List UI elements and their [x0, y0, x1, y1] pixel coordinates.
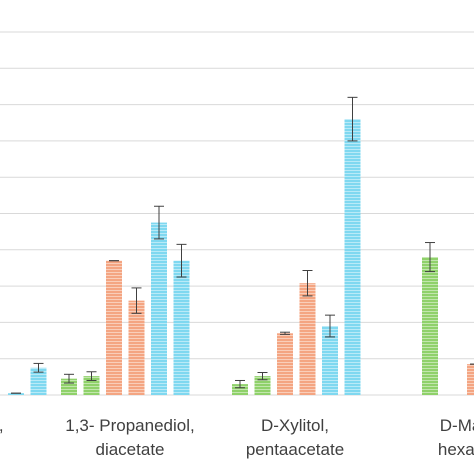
- bar: [344, 119, 361, 396]
- bars: [8, 119, 474, 396]
- bar: [277, 333, 293, 395]
- x-tick-labels: diol, 1,3- Propanediol, diacetate D-Xylitol…: [0, 416, 474, 459]
- bar: [422, 257, 438, 395]
- error-bar: [325, 314, 335, 338]
- x-tick-label: diol,: [0, 416, 4, 435]
- error-bar: [64, 373, 74, 384]
- gridlines: [0, 31, 474, 396]
- bar: [128, 300, 145, 395]
- error-bar: [154, 205, 164, 240]
- x-tick-label: hexaace: [438, 440, 474, 459]
- error-bar: [347, 96, 358, 142]
- error-bar: [257, 371, 268, 381]
- bar: [30, 367, 47, 395]
- error-bar: [280, 331, 290, 335]
- bar: [299, 283, 316, 395]
- x-tick-label: diacetate: [96, 440, 165, 459]
- error-bar: [176, 243, 187, 278]
- bar: [232, 384, 248, 395]
- error-bars: [11, 96, 474, 394]
- bar: [8, 393, 24, 395]
- bar: [322, 326, 338, 395]
- x-tick-label: D-Mann: [440, 416, 474, 435]
- error-bar: [235, 379, 245, 389]
- bar: [106, 260, 122, 395]
- x-tick-label: 1,3- Propanediol,: [65, 416, 194, 435]
- x-tick-label: D-Xylitol,: [261, 416, 329, 435]
- error-bar: [33, 362, 44, 373]
- error-bar: [86, 371, 97, 381]
- bar: [467, 364, 474, 395]
- bar: [254, 376, 271, 395]
- bar: [173, 260, 190, 395]
- error-bar: [425, 242, 435, 273]
- x-tick-label: pentaacetate: [246, 440, 344, 459]
- error-bar: [302, 269, 313, 297]
- bar: [151, 222, 167, 395]
- error-bar: [131, 287, 142, 314]
